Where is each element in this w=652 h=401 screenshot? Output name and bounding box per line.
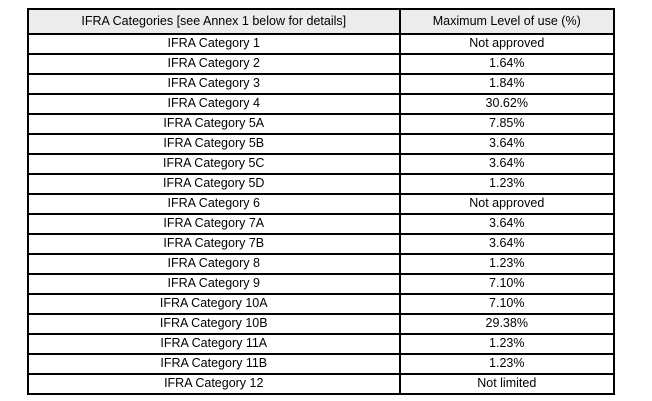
table-row: IFRA Category 6 Not approved <box>27 193 616 215</box>
category-cell: IFRA Category 5D <box>27 173 401 195</box>
max-level-cell: 7.85% <box>398 113 616 135</box>
max-level-cell: Not approved <box>398 193 616 215</box>
table-body: IFRA Category 1 Not approved IFRA Category… <box>27 33 616 395</box>
max-level-cell: 3.64% <box>398 233 616 255</box>
table-header-row: IFRA Categories [see Annex 1 below for d… <box>27 8 616 35</box>
max-level-cell: Not limited <box>398 373 616 395</box>
max-level-cell: 3.64% <box>398 133 616 155</box>
table-row: IFRA Category 9 7.10% <box>27 273 616 295</box>
table-row: IFRA Category 5C 3.64% <box>27 153 616 175</box>
category-cell: IFRA Category 6 <box>27 193 401 215</box>
category-cell: IFRA Category 4 <box>27 93 401 115</box>
max-level-cell: 30.62% <box>398 93 616 115</box>
table-row: IFRA Category 4 30.62% <box>27 93 616 115</box>
max-level-cell: 7.10% <box>398 273 616 295</box>
table-row: IFRA Category 12 Not limited <box>27 373 616 395</box>
category-cell: IFRA Category 3 <box>27 73 401 95</box>
max-level-cell: 3.64% <box>398 213 616 235</box>
max-level-cell: 29.38% <box>398 313 616 335</box>
table-row: IFRA Category 11B 1.23% <box>27 353 616 375</box>
category-cell: IFRA Category 5A <box>27 113 401 135</box>
max-level-column-header: Maximum Level of use (%) <box>398 8 616 35</box>
max-level-cell: 1.23% <box>398 253 616 275</box>
table-row: IFRA Category 8 1.23% <box>27 253 616 275</box>
table-row: IFRA Category 7A 3.64% <box>27 213 616 235</box>
category-cell: IFRA Category 10A <box>27 293 401 315</box>
category-cell: IFRA Category 11B <box>27 353 401 375</box>
max-level-cell: 1.23% <box>398 333 616 355</box>
category-cell: IFRA Category 10B <box>27 313 401 335</box>
table-row: IFRA Category 2 1.64% <box>27 53 616 75</box>
category-cell: IFRA Category 9 <box>27 273 401 295</box>
category-cell: IFRA Category 11A <box>27 333 401 355</box>
category-cell: IFRA Category 5C <box>27 153 401 175</box>
table-row: IFRA Category 3 1.84% <box>27 73 616 95</box>
max-level-cell: 3.64% <box>398 153 616 175</box>
category-cell: IFRA Category 1 <box>27 33 401 55</box>
category-cell: IFRA Category 8 <box>27 253 401 275</box>
table-row: IFRA Category 10B 29.38% <box>27 313 616 335</box>
category-column-header: IFRA Categories [see Annex 1 below for d… <box>27 8 401 35</box>
max-level-cell: 1.64% <box>398 53 616 75</box>
ifra-categories-table: IFRA Categories [see Annex 1 below for d… <box>27 8 616 395</box>
table-row: IFRA Category 5B 3.64% <box>27 133 616 155</box>
table-row: IFRA Category 7B 3.64% <box>27 233 616 255</box>
category-cell: IFRA Category 7B <box>27 233 401 255</box>
max-level-cell: 1.23% <box>398 173 616 195</box>
category-cell: IFRA Category 7A <box>27 213 401 235</box>
category-cell: IFRA Category 2 <box>27 53 401 75</box>
category-cell: IFRA Category 12 <box>27 373 401 395</box>
max-level-cell: Not approved <box>398 33 616 55</box>
table-row: IFRA Category 10A 7.10% <box>27 293 616 315</box>
table-row: IFRA Category 1 Not approved <box>27 33 616 55</box>
table-row: IFRA Category 5A 7.85% <box>27 113 616 135</box>
table-row: IFRA Category 5D 1.23% <box>27 173 616 195</box>
max-level-cell: 7.10% <box>398 293 616 315</box>
category-cell: IFRA Category 5B <box>27 133 401 155</box>
max-level-cell: 1.84% <box>398 73 616 95</box>
max-level-cell: 1.23% <box>398 353 616 375</box>
table-row: IFRA Category 11A 1.23% <box>27 333 616 355</box>
